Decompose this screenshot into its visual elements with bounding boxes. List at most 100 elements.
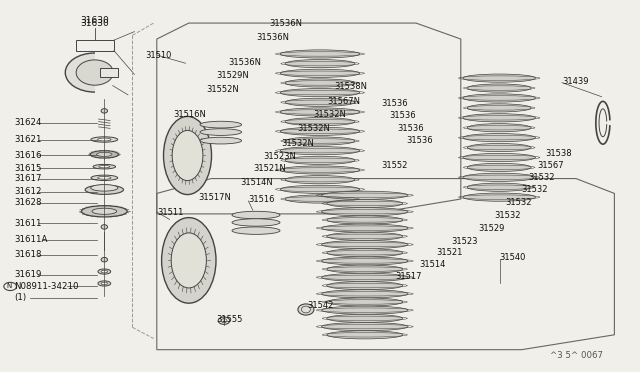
Ellipse shape (172, 233, 206, 288)
Ellipse shape (93, 164, 116, 169)
Ellipse shape (280, 147, 360, 155)
Ellipse shape (101, 257, 108, 262)
Ellipse shape (285, 156, 355, 164)
Text: 31521N: 31521N (253, 164, 285, 173)
Ellipse shape (321, 273, 408, 282)
Text: 31611A: 31611A (14, 235, 47, 244)
Ellipse shape (321, 323, 408, 331)
Ellipse shape (280, 127, 360, 135)
Ellipse shape (463, 193, 536, 201)
Text: 31532N: 31532N (314, 110, 346, 119)
Text: N08911-34210: N08911-34210 (14, 282, 79, 291)
Text: 31536N: 31536N (269, 19, 302, 28)
Ellipse shape (85, 185, 124, 195)
Text: 31529N: 31529N (216, 71, 249, 80)
Ellipse shape (92, 208, 116, 214)
Text: 31616: 31616 (14, 151, 42, 160)
Ellipse shape (97, 152, 112, 157)
Ellipse shape (98, 176, 111, 179)
Text: 31536: 31536 (406, 136, 433, 145)
Text: N: N (6, 283, 12, 289)
Text: 31619: 31619 (14, 270, 42, 279)
Ellipse shape (285, 118, 355, 126)
Ellipse shape (164, 116, 211, 195)
Ellipse shape (91, 137, 118, 142)
Ellipse shape (280, 108, 360, 116)
Text: (1): (1) (14, 293, 26, 302)
Text: 31517N: 31517N (198, 193, 231, 202)
Ellipse shape (200, 121, 242, 128)
Ellipse shape (321, 306, 408, 314)
Text: 31617: 31617 (14, 174, 42, 183)
Text: 31538N: 31538N (334, 82, 367, 91)
Ellipse shape (232, 211, 280, 219)
Text: 31529: 31529 (479, 224, 505, 233)
Ellipse shape (301, 306, 310, 313)
Ellipse shape (463, 173, 536, 182)
Ellipse shape (99, 166, 110, 168)
Text: 31615: 31615 (14, 164, 42, 173)
Ellipse shape (327, 314, 403, 323)
Text: ^3 5^ 0067: ^3 5^ 0067 (550, 351, 604, 360)
Ellipse shape (161, 218, 216, 303)
Ellipse shape (327, 216, 403, 224)
Text: 31523N: 31523N (264, 152, 296, 161)
Ellipse shape (285, 60, 355, 68)
Ellipse shape (200, 129, 242, 135)
Text: 31510: 31510 (145, 51, 172, 60)
Ellipse shape (463, 114, 536, 122)
Ellipse shape (200, 137, 242, 144)
Ellipse shape (98, 138, 111, 141)
Text: 31624: 31624 (14, 118, 42, 127)
Text: 31516N: 31516N (173, 110, 205, 119)
Ellipse shape (467, 163, 531, 171)
Text: 31621: 31621 (14, 135, 42, 144)
Text: 31552N: 31552N (206, 85, 239, 94)
Ellipse shape (467, 104, 531, 112)
Text: 31536: 31536 (389, 111, 416, 120)
Ellipse shape (285, 98, 355, 106)
Ellipse shape (321, 224, 408, 232)
Text: 31552: 31552 (381, 161, 407, 170)
Ellipse shape (321, 240, 408, 248)
Ellipse shape (172, 131, 203, 181)
Text: 31532N: 31532N (298, 124, 330, 133)
Text: 31536: 31536 (397, 124, 424, 133)
Ellipse shape (321, 257, 408, 265)
Ellipse shape (467, 84, 531, 92)
Ellipse shape (327, 199, 403, 208)
Text: 31516: 31516 (248, 195, 275, 204)
Ellipse shape (98, 269, 111, 274)
Ellipse shape (327, 282, 403, 290)
Ellipse shape (280, 166, 360, 174)
Ellipse shape (280, 50, 360, 58)
Text: 31630: 31630 (81, 16, 109, 25)
FancyBboxPatch shape (100, 68, 118, 77)
Ellipse shape (298, 304, 314, 315)
Ellipse shape (76, 60, 113, 85)
Ellipse shape (321, 191, 408, 199)
Text: 31630: 31630 (81, 19, 109, 28)
Ellipse shape (467, 183, 531, 191)
Ellipse shape (327, 331, 403, 339)
Text: 31540: 31540 (499, 253, 525, 262)
Text: 31612: 31612 (14, 187, 42, 196)
Text: 31517: 31517 (396, 272, 422, 280)
Ellipse shape (321, 208, 408, 216)
Text: 31536: 31536 (381, 99, 408, 108)
Text: 31618: 31618 (14, 250, 42, 259)
Ellipse shape (285, 137, 355, 145)
Ellipse shape (65, 53, 124, 92)
Ellipse shape (232, 227, 280, 234)
Ellipse shape (463, 153, 536, 161)
Ellipse shape (467, 144, 531, 152)
Ellipse shape (91, 175, 118, 180)
Ellipse shape (280, 185, 360, 193)
Ellipse shape (280, 69, 360, 77)
Text: 31542: 31542 (307, 301, 333, 310)
Ellipse shape (101, 282, 108, 285)
Ellipse shape (463, 134, 536, 142)
Text: 31514N: 31514N (240, 178, 273, 187)
Ellipse shape (463, 94, 536, 102)
Ellipse shape (467, 124, 531, 132)
